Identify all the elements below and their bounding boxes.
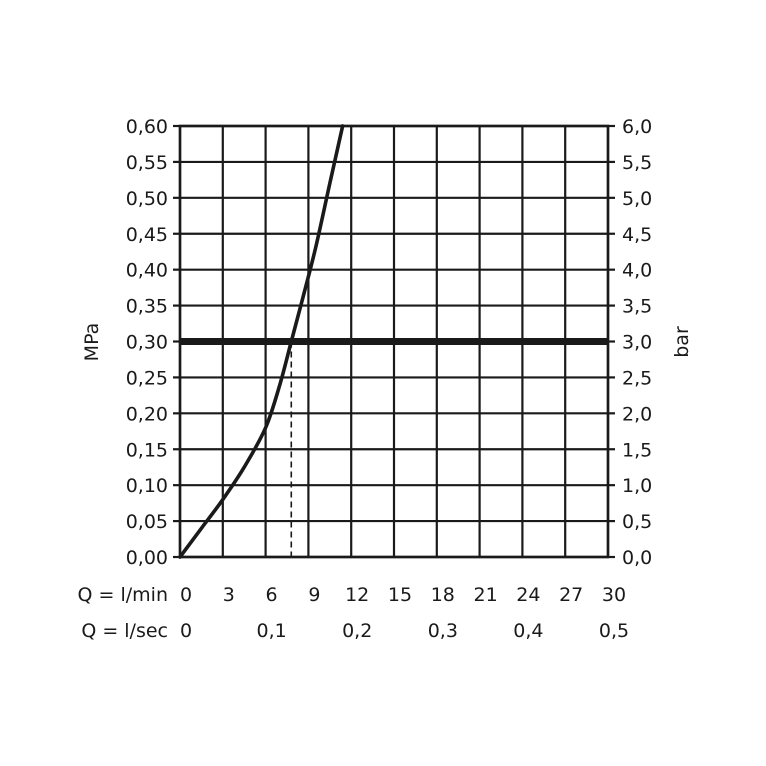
y2-tick-label: 3,5 <box>622 296 652 318</box>
y-tick-label: 0,05 <box>126 511 168 533</box>
y2-tick-label: 1,5 <box>622 439 652 461</box>
y-tick-label: 0,00 <box>126 547 168 569</box>
y-tick-label: 0,35 <box>126 296 168 318</box>
y2-axis-title: bar <box>671 326 693 358</box>
y2-tick-label: 2,5 <box>622 367 652 389</box>
series-line-0 <box>178 124 345 559</box>
y2-tick-label: 1,0 <box>622 475 652 497</box>
y2-tick-labels: 0,0 0,5 1,0 1,5 2,0 2,5 3,0 3,5 4,0 4,5 5,0 5,5 6,0 <box>622 116 652 569</box>
y2-tick-label: 5,5 <box>622 152 652 174</box>
x-tick-label: 0,3 <box>428 620 458 642</box>
y-tick-labels: 0,00 0,05 0,10 0,15 0,20 0,25 0,30 0,35 0,40 0,45… <box>126 116 168 569</box>
x-tick-label: 21 <box>474 584 498 606</box>
x-tick-label: 0,1 <box>256 620 286 642</box>
x-tick-label: 12 <box>345 584 369 606</box>
y-tick-label: 0,10 <box>126 475 168 497</box>
x-tick-label: 24 <box>516 584 540 606</box>
y2-tick-label: 0,5 <box>622 511 652 533</box>
x-tick-label: 9 <box>308 584 320 606</box>
x-tick-label: 18 <box>431 584 455 606</box>
y-tick-label: 0,45 <box>126 224 168 246</box>
y2-tick-label: 2,0 <box>622 403 652 425</box>
x-row-label: Q = l/min <box>78 584 168 606</box>
x-tick-label: 15 <box>388 584 412 606</box>
y2-tick-label: 6,0 <box>622 116 652 138</box>
x-tick-label: 30 <box>602 584 626 606</box>
curve-group <box>178 124 345 559</box>
y-tick-label: 0,60 <box>126 116 168 138</box>
x-tick-label: 0,5 <box>599 620 629 642</box>
x-tick-label: 6 <box>266 584 278 606</box>
x-tick-label: 0 <box>180 584 192 606</box>
plot-frame-group <box>173 124 615 559</box>
y2-tick-label: 4,0 <box>622 260 652 282</box>
y-tick-label: 0,20 <box>126 403 168 425</box>
x-tick-label: 0 <box>180 620 192 642</box>
y-axis-title: MPa <box>81 323 103 362</box>
y-tick-label: 0,25 <box>126 367 168 389</box>
x-row-label: Q = l/sec <box>81 620 168 642</box>
y-tick-label: 0,30 <box>126 332 168 354</box>
y-tick-label: 0,55 <box>126 152 168 174</box>
y-tick-label: 0,50 <box>126 188 168 210</box>
y2-tick-label: 0,0 <box>622 547 652 569</box>
x-tick-label: 0,4 <box>513 620 543 642</box>
y-tick-label: 0,40 <box>126 260 168 282</box>
reference-line-group <box>180 338 608 557</box>
x-tick-label: 0,2 <box>342 620 372 642</box>
x-tick-label: 27 <box>559 584 583 606</box>
y2-tick-label: 4,5 <box>622 224 652 246</box>
y2-tick-label: 5,0 <box>622 188 652 210</box>
x-tick-labels: Q = l/min 0 3 6 9 12 15 18 21 24 27 30 Q = l/sec 0 0,1… <box>78 584 630 642</box>
x-tick-label: 3 <box>223 584 235 606</box>
y2-tick-label: 3,0 <box>622 332 652 354</box>
y-tick-label: 0,15 <box>126 439 168 461</box>
